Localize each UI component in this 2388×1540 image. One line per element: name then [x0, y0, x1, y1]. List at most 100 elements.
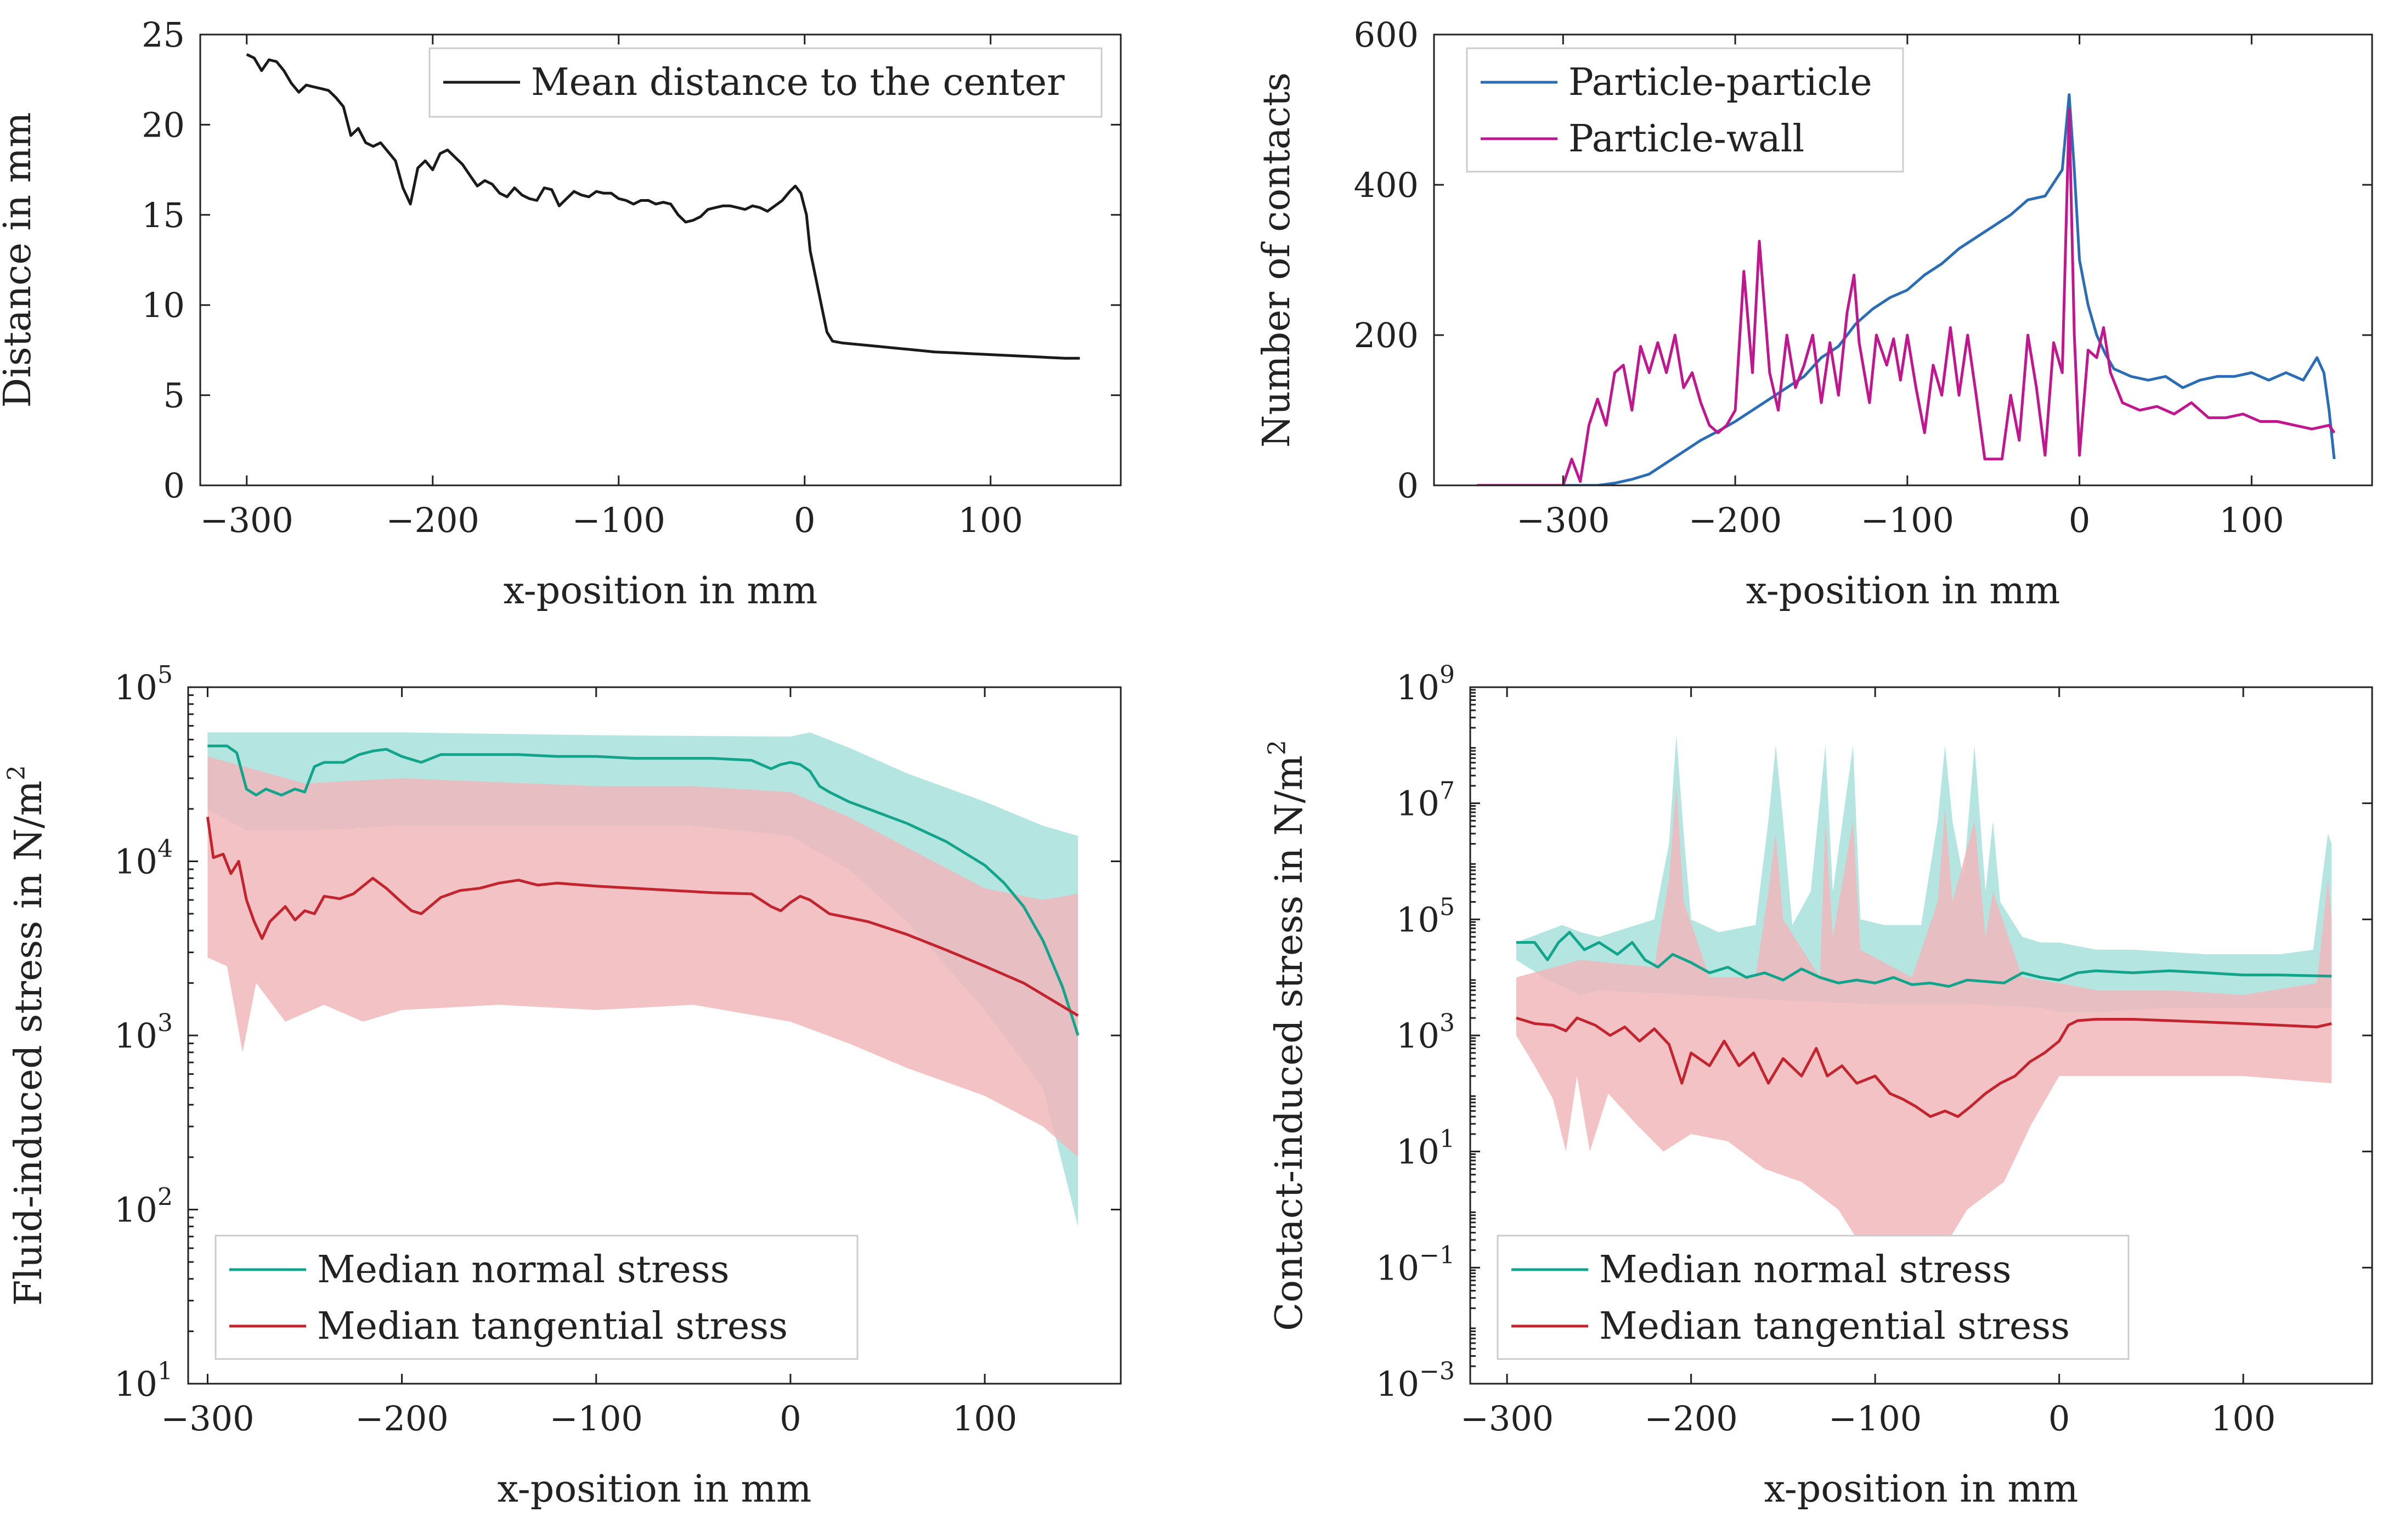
legend-box — [428, 47, 1103, 118]
y-tick-base: 10 — [114, 842, 157, 882]
y-tick-exponent: 5 — [157, 661, 173, 689]
series-line-median-normal-stress — [207, 744, 1080, 1036]
y-tick-exponent: 5 — [1439, 893, 1455, 921]
series-line-median-tangential-stress — [1516, 1016, 2332, 1118]
x-tick-label: −100 — [1828, 1399, 1922, 1439]
y-tick-label: 107 — [1396, 777, 1455, 824]
x-tick-label: −100 — [572, 500, 665, 540]
series-line-particle-wall — [1477, 108, 2336, 485]
x-axis-title: x-position in mm — [504, 569, 818, 613]
x-tick-label: 100 — [2219, 500, 2284, 540]
x-axis-title: x-position in mm — [1746, 569, 2060, 613]
y-tick-base: 10 — [1396, 667, 1439, 707]
y-tick-exponent: 4 — [157, 835, 173, 863]
x-tick-label: 0 — [2069, 500, 2090, 540]
band-tangential — [1516, 785, 2332, 1298]
x-tick-label: −200 — [1689, 500, 1782, 540]
y-tick-exponent: 2 — [157, 1184, 173, 1211]
legend: Particle-particle Particle-wall — [1466, 47, 1904, 173]
y-tick-base: 10 — [1396, 784, 1439, 824]
y-tick-base: 10 — [114, 667, 157, 707]
plot-area — [1516, 735, 2332, 1298]
y-tick-label: 105 — [1396, 893, 1455, 939]
y-tick-label: 5 — [163, 376, 185, 416]
series-line-median-normal-stress — [1516, 931, 2332, 988]
y-tick-label: 10−1 — [1376, 1241, 1455, 1288]
y-tick-label: 109 — [1396, 661, 1455, 707]
x-tick-label: −300 — [1460, 1399, 1554, 1439]
legend-box — [214, 1235, 859, 1360]
legend-label: Median normal stress — [317, 1248, 730, 1292]
y-axis-title: Distance in mm — [0, 112, 39, 408]
y-tick-label: 15 — [142, 195, 185, 235]
y-tick-label: 105 — [114, 661, 173, 707]
x-tick-label: 100 — [2211, 1399, 2276, 1439]
series-line-particle-particle — [1477, 93, 2336, 485]
x-tick-label: −200 — [1644, 1399, 1737, 1439]
band-tangential — [207, 756, 1079, 1157]
y-tick-base: 10 — [1376, 1364, 1419, 1404]
x-tick-label: 0 — [780, 1399, 801, 1439]
band-normal — [1516, 735, 2332, 1012]
y-tick-base: 10 — [114, 1016, 157, 1056]
y-tick-label: 101 — [1396, 1125, 1455, 1172]
y-tick-exponent: 9 — [1439, 661, 1455, 689]
y-tick-base: 10 — [114, 1364, 157, 1404]
y-tick-label: 200 — [1354, 315, 1419, 355]
y-tick-base: 10 — [1396, 899, 1439, 939]
panel-fluid-induced-stress: −300 −200 −100 0 100101102103104105x-positio… — [3, 661, 1122, 1511]
axes-frame — [1433, 33, 2373, 486]
y-axis-title: Number of contacts — [1255, 72, 1299, 448]
plot-area — [246, 53, 1080, 360]
legend-label: Particle-particle — [1568, 61, 1872, 104]
x-tick-label: −300 — [1516, 500, 1610, 540]
legend-box — [1466, 47, 1904, 173]
plot-area — [1477, 93, 2336, 485]
x-tick-label: 0 — [794, 500, 815, 540]
x-tick-label: 0 — [2048, 1399, 2070, 1439]
y-tick-exponent: 3 — [1439, 1009, 1455, 1037]
legend-box — [1497, 1235, 2130, 1360]
y-tick-label: 600 — [1354, 15, 1419, 55]
y-tick-label: 10−3 — [1376, 1357, 1455, 1404]
legend-label: Mean distance to the center — [531, 61, 1065, 104]
x-tick-label: −100 — [1861, 500, 1954, 540]
y-tick-base: 10 — [114, 1190, 157, 1230]
y-tick-exponent: 7 — [1439, 777, 1455, 805]
y-tick-exponent: −3 — [1419, 1357, 1455, 1385]
legend: Median normal stress Median tangential st… — [1497, 1235, 2130, 1360]
x-tick-label: −100 — [550, 1399, 643, 1439]
x-tick-label: 100 — [958, 500, 1023, 540]
y-tick-label: 101 — [114, 1357, 173, 1404]
y-tick-exponent: −1 — [1419, 1241, 1455, 1269]
y-tick-base: 10 — [1396, 1132, 1439, 1172]
x-tick-label: −300 — [161, 1399, 254, 1439]
y-tick-base: 10 — [1376, 1248, 1419, 1288]
legend-label: Median tangential stress — [1599, 1305, 2070, 1348]
plot-area — [206, 732, 1080, 1227]
x-axis-title: x-position in mm — [498, 1468, 812, 1511]
y-tick-label: 400 — [1354, 165, 1419, 205]
panel-mean-distance: −300 −200 −100 0 100 0 5 10 15 20 25 x-position in … — [0, 15, 1122, 613]
series-line-median-tangential-stress — [206, 817, 1079, 1017]
x-tick-label: 100 — [952, 1399, 1017, 1439]
x-tick-label: −200 — [386, 500, 479, 540]
y-tick-label: 0 — [1397, 466, 1419, 506]
y-tick-label: 25 — [142, 15, 185, 55]
y-tick-exponent: 3 — [157, 1009, 173, 1037]
x-axis-title: x-position in mm — [1764, 1468, 2079, 1511]
axes-frame — [199, 33, 1122, 486]
legend-label: Median normal stress — [1599, 1248, 2012, 1292]
legend: Median normal stress Median tangential st… — [214, 1235, 859, 1360]
y-tick-label: 104 — [114, 835, 173, 882]
legend-label: Median tangential stress — [317, 1305, 788, 1348]
legend-label: Particle-wall — [1568, 117, 1804, 161]
y-tick-label: 102 — [114, 1184, 173, 1230]
y-tick-label: 103 — [1396, 1009, 1455, 1056]
panel-number-of-contacts: −300 −200 −100 0 100 0 200 400 600 x-position in … — [1255, 15, 2373, 613]
series-line-mean-distance-to-the-center — [246, 53, 1080, 360]
x-tick-label: −300 — [200, 500, 293, 540]
y-tick-exponent: 1 — [157, 1357, 173, 1385]
y-tick-label: 103 — [114, 1009, 173, 1056]
panel-contact-induced-stress: −300 −200 −100 0 10010−310−1101103105107109x… — [1263, 661, 2373, 1511]
